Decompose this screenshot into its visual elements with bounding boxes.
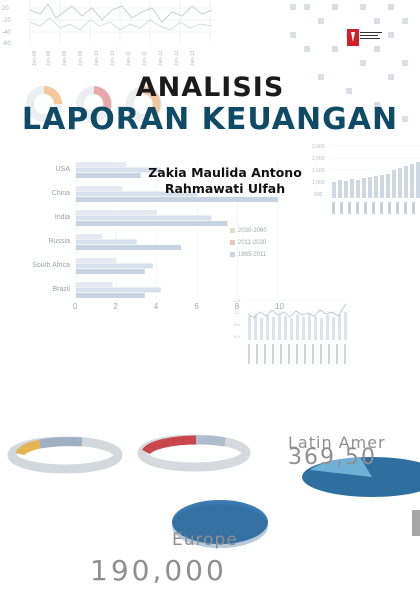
svg-text:20: 20 (2, 6, 9, 12)
author-name: Rahmawati Ulfah (164, 181, 286, 196)
category-label: Russia (48, 238, 70, 245)
small-combo-chart: 1.8 1.2 0.6 0.0 (234, 298, 350, 364)
x-tick-label: 4 (153, 302, 159, 311)
svg-text:Jan-09: Jan-09 (62, 50, 68, 66)
x-tick-label: 6 (194, 302, 199, 311)
svg-text:Jun-12: Jun-12 (174, 50, 180, 66)
legend-label: 2011-2030 (238, 240, 267, 247)
legend-item: 2030-2060 (230, 228, 267, 234)
bar (76, 258, 117, 263)
publisher-logo-marks (360, 32, 384, 43)
svg-text:-40: -40 (2, 30, 11, 36)
category-label: China (51, 190, 70, 197)
bar (76, 162, 127, 167)
bar (76, 263, 153, 269)
svg-text:-60: -60 (2, 41, 11, 47)
svg-text:Jan-12: Jan-12 (158, 50, 164, 66)
bar (76, 215, 212, 221)
ring-chart-middle (137, 434, 251, 472)
europe-label: Europe (172, 530, 238, 550)
svg-text:1,500: 1,500 (312, 168, 325, 174)
faded-ring-charts (26, 86, 162, 122)
x-tick-label: 2 (113, 302, 118, 311)
svg-text:Jun-10: Jun-10 (110, 50, 116, 66)
svg-text:1,000: 1,000 (312, 180, 325, 186)
legend-label: 1995-2011 (238, 252, 267, 259)
pie-chart-center (172, 500, 268, 548)
latin-america-value: 369,50 (288, 445, 377, 470)
x-tick-label: 8 (234, 302, 240, 311)
bar (76, 287, 161, 293)
svg-text:Jan-13: Jan-13 (190, 50, 196, 66)
category-label: Brazil (52, 286, 70, 293)
bar (76, 293, 145, 298)
svg-text:1.8: 1.8 (234, 298, 240, 303)
x-tick-label: 10 (275, 302, 284, 311)
svg-text:Jan-08: Jan-08 (32, 50, 38, 66)
right-column-chart: 2,500 2,000 1,500 1,000 500 (312, 144, 420, 214)
publisher-logo-icon (347, 29, 359, 46)
pie-chart-right (302, 457, 420, 497)
title-line-2: LAPORAN KEUANGAN (21, 102, 399, 137)
bar-chart (75, 160, 279, 298)
svg-text:-20: -20 (2, 18, 11, 24)
x-tick-label: 0 (73, 302, 78, 311)
legend-label: 2030-2060 (238, 228, 267, 235)
bar (76, 239, 137, 245)
ring-chart-left (7, 436, 123, 474)
bar (76, 186, 123, 191)
bar (76, 173, 141, 178)
bar (76, 282, 113, 287)
bar (76, 269, 145, 274)
bar (76, 167, 161, 173)
europe-value: 190,000 (90, 554, 227, 587)
category-label: India (54, 214, 70, 221)
svg-text:0.6: 0.6 (234, 322, 240, 327)
bar (76, 210, 157, 215)
svg-text:2,500: 2,500 (312, 144, 325, 150)
svg-text:0.0: 0.0 (234, 334, 240, 339)
svg-text:Jun-11: Jun-11 (142, 51, 148, 66)
svg-text:Jan-10: Jan-10 (94, 50, 100, 66)
author-name: Zakia Maulida Antono (148, 165, 302, 180)
svg-text:Jun-08: Jun-08 (46, 50, 52, 66)
bar (76, 197, 278, 202)
bar (76, 221, 228, 226)
svg-text:Jan-11: Jan-11 (126, 51, 132, 66)
category-label: USA (55, 166, 70, 173)
category-label: South Africa (32, 262, 70, 269)
authors: Zakia Maulida Antono Rahmawati Ulfah (140, 165, 310, 197)
svg-text:1.2: 1.2 (234, 310, 240, 315)
legend-item: 2011-2030 (230, 240, 266, 246)
svg-text:2,000: 2,000 (312, 156, 325, 162)
svg-text:Jun-09: Jun-09 (78, 50, 84, 66)
latin-america-label: Latin Amer (288, 433, 386, 452)
title-line-1: ANALISIS (135, 72, 285, 103)
bar (76, 191, 198, 197)
top-line-chart: 20-20-40-60 Jan-08 Jun-08 Jan-09 Jun-09 … (2, 0, 215, 66)
bottom-graphics (7, 434, 420, 548)
bar (76, 245, 182, 250)
svg-text:500: 500 (314, 192, 323, 198)
legend-item: 1995-2011 (230, 252, 266, 258)
bar (76, 234, 103, 239)
